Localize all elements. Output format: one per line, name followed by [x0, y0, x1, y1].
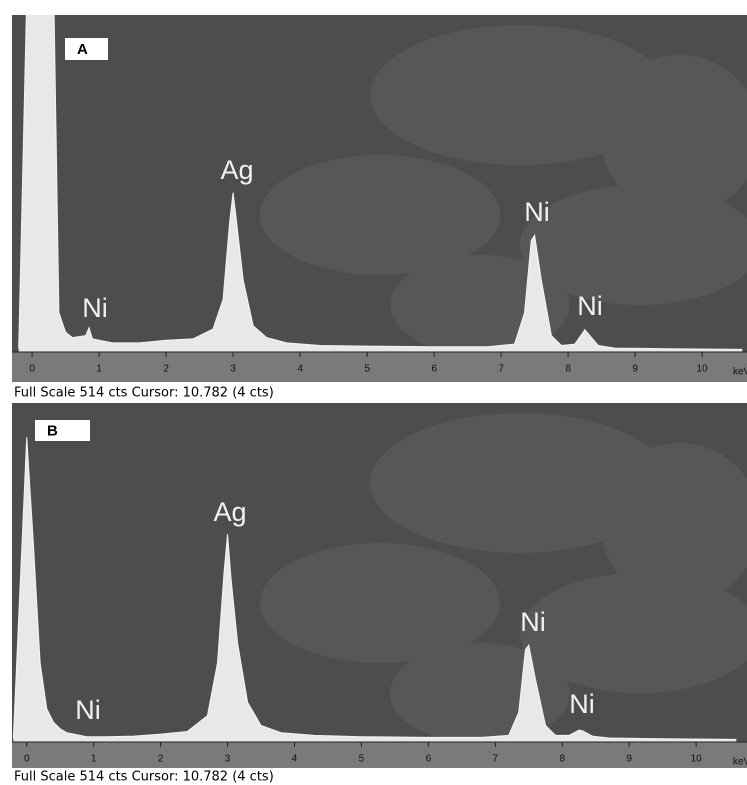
x-tick-label: 3 [225, 754, 231, 765]
peak-label: Ag [220, 155, 253, 185]
peak-label: Ag [213, 497, 246, 527]
x-tick-label: 9 [632, 364, 638, 375]
x-tick-label: 6 [426, 754, 432, 765]
figure: 012345678910keVNiAgNiNiAFull Scale 514 c… [0, 0, 747, 785]
panel-label: A [77, 41, 88, 58]
footer-text: Full Scale 514 cts Cursor: 10.782 (4 cts… [14, 386, 274, 401]
x-tick-label: 8 [565, 364, 571, 375]
x-tick-label: 6 [431, 364, 437, 375]
peak-label: Ni [82, 293, 108, 323]
x-tick-label: 0 [24, 754, 30, 765]
x-tick-label: 4 [297, 364, 303, 375]
panel-label: B [47, 422, 58, 439]
x-tick-label: 0 [29, 364, 35, 375]
spectrum-panel: 0 1 2 3 4 5 6 7 8 9 10 keV Ni Ag Ni Ni A Full Scale 514 c… [12, 0, 747, 401]
x-tick-label: 10 [697, 364, 709, 375]
x-tick-label: 1 [91, 754, 97, 765]
peak-label: Ni [569, 689, 595, 719]
x-axis-label: keV [733, 757, 747, 768]
x-tick-label: 2 [158, 754, 164, 765]
x-tick-label: 8 [559, 754, 565, 765]
x-tick-label: 2 [163, 364, 169, 375]
x-tick-label: 9 [626, 754, 632, 765]
peak-label: Ni [520, 607, 546, 637]
x-tick-label: 3 [230, 364, 236, 375]
x-tick-label: 7 [498, 364, 504, 375]
spectrum-panel: 0 1 2 3 4 5 6 7 8 9 10 keV Ni Ag Ni Ni B Full Scale 514 c… [12, 403, 747, 785]
x-tick-label: 5 [359, 754, 365, 765]
peak-label: Ni [524, 197, 550, 227]
peak-label: Ni [577, 291, 603, 321]
x-tick-label: 10 [691, 754, 703, 765]
footer-text: Full Scale 514 cts Cursor: 10.782 (4 cts… [14, 770, 274, 785]
peak-label: Ni [75, 695, 101, 725]
x-tick-label: 1 [96, 364, 102, 375]
x-axis-label: keV [733, 367, 747, 378]
x-tick-label: 7 [493, 754, 499, 765]
x-tick-label: 4 [292, 754, 298, 765]
panel-label-box [35, 420, 90, 441]
axis-band [12, 742, 747, 768]
x-tick-label: 5 [364, 364, 370, 375]
